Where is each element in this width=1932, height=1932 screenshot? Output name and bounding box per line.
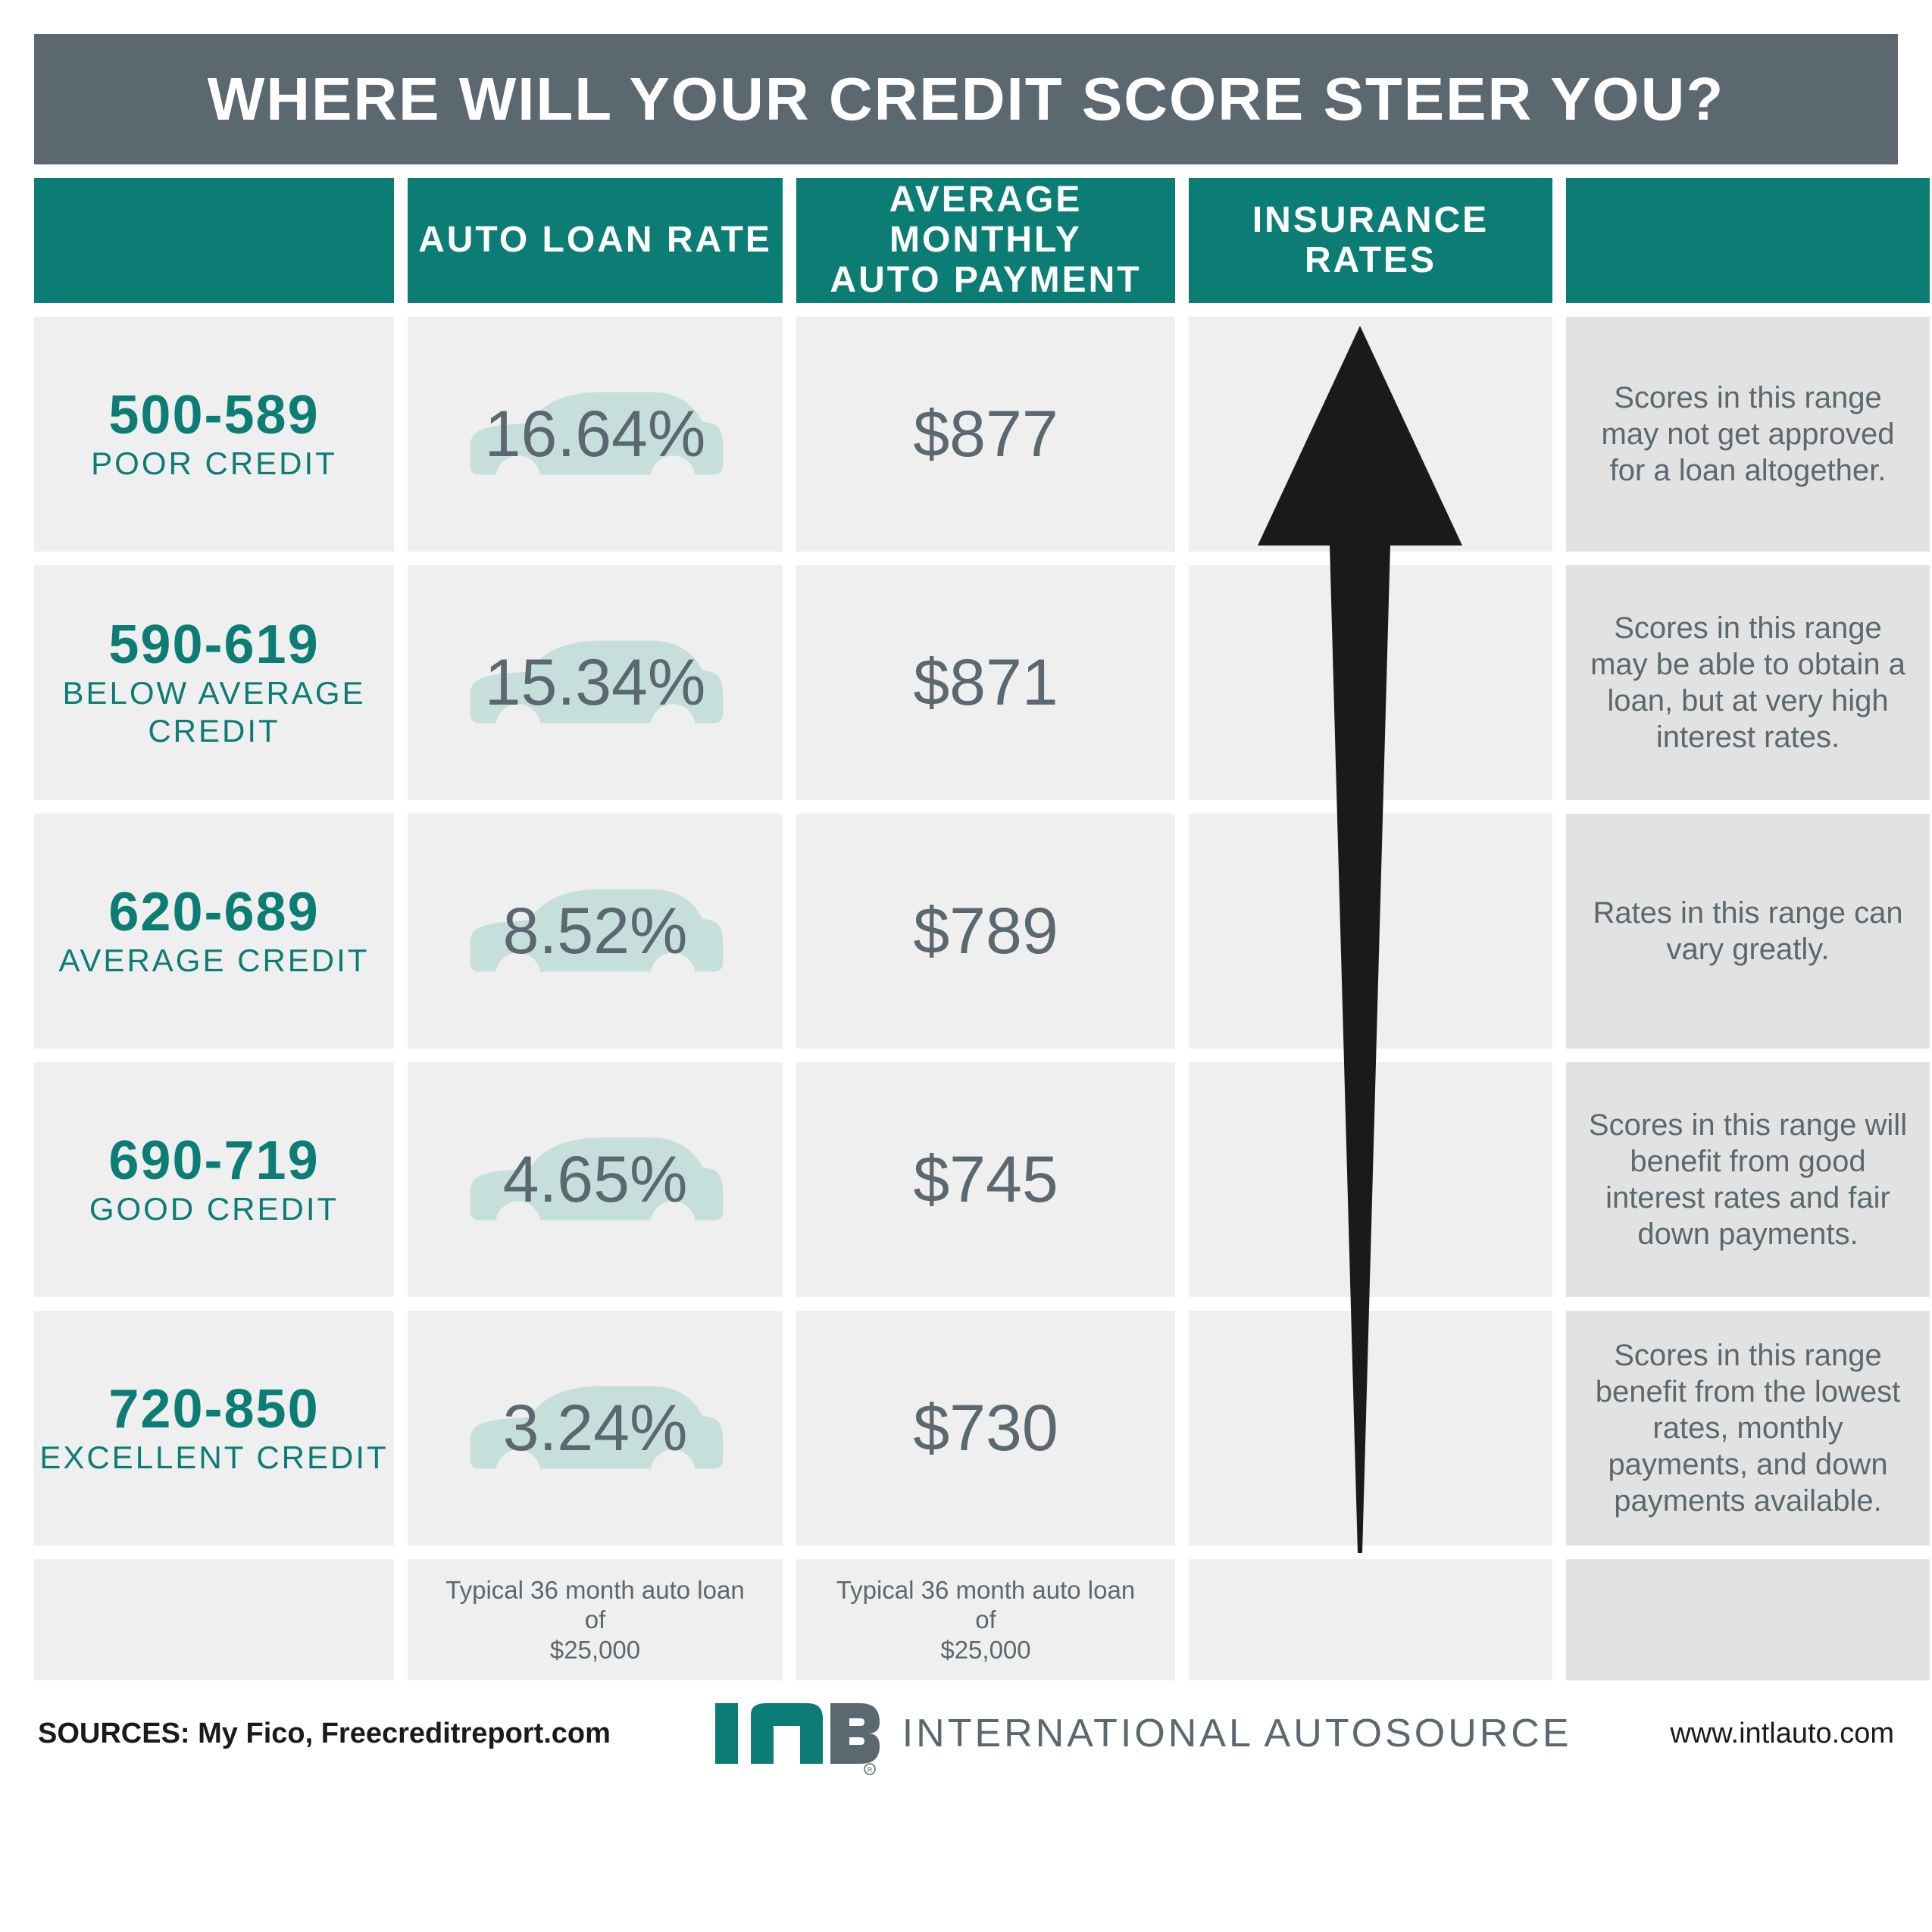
payment-cell: $871 xyxy=(796,565,1175,800)
insurance-cell xyxy=(1189,1062,1552,1297)
tier-label-cell: 720-850 EXCELLENT CREDIT xyxy=(34,1311,394,1546)
ias-logo-icon: R xyxy=(709,1692,883,1775)
footer-note: Typical 36 month auto loan of$25,000 xyxy=(796,1575,1175,1665)
rate-cell: 8.52% xyxy=(408,814,783,1049)
desc-cell: Scores in this range may not get approve… xyxy=(1566,317,1930,552)
insurance-cell xyxy=(1189,317,1552,552)
brand-name: INTERNATIONAL AUTOSOURCE xyxy=(902,1711,1572,1756)
tier-name: EXCELLENT CREDIT xyxy=(39,1441,388,1474)
footer-blank xyxy=(1189,1559,1552,1680)
footer-note-cell: Typical 36 month auto loan of$25,000 xyxy=(796,1559,1175,1680)
rate-cell: 15.34% xyxy=(408,565,783,800)
insurance-cell xyxy=(1189,565,1552,800)
rate-cell: 16.64% xyxy=(408,317,783,552)
footer-note: Typical 36 month auto loan of$25,000 xyxy=(408,1575,783,1665)
tier-label-cell: 620-689 AVERAGE CREDIT xyxy=(34,814,394,1049)
website-url: www.intlauto.com xyxy=(1670,1718,1894,1750)
header-loan-rate: AUTO LOAN RATE xyxy=(408,178,783,303)
payment-cell: $730 xyxy=(796,1311,1175,1546)
payment-cell: $877 xyxy=(796,317,1175,552)
tier-description: Scores in this range benefit from the lo… xyxy=(1566,1337,1930,1519)
rate-value: 8.52% xyxy=(503,894,688,969)
payment-value: $730 xyxy=(913,1391,1058,1466)
tier-description: Rates in this range can vary greatly. xyxy=(1566,895,1930,968)
header-insurance: INSURANCE RATES xyxy=(1189,178,1552,303)
payment-value: $871 xyxy=(913,646,1058,721)
desc-cell: Scores in this range will benefit from g… xyxy=(1566,1062,1930,1297)
footer-note-cell: Typical 36 month auto loan of$25,000 xyxy=(408,1559,783,1680)
footer-bar: SOURCES: My Fico, Freecreditreport.com R… xyxy=(34,1692,1898,1775)
tier-range: 500-589 xyxy=(108,388,319,442)
payment-value: $745 xyxy=(913,1143,1058,1218)
payment-value: $877 xyxy=(913,397,1058,472)
tier-label-cell: 590-619 BELOW AVERAGE CREDIT xyxy=(34,565,394,800)
tier-label-cell: 500-589 POOR CREDIT xyxy=(34,317,394,552)
rate-value: 3.24% xyxy=(503,1391,688,1466)
rate-value: 4.65% xyxy=(503,1143,688,1218)
payment-cell: $789 xyxy=(796,814,1175,1049)
tier-range: 620-689 xyxy=(108,885,319,939)
header-line: AVERAGE MONTHLY xyxy=(796,180,1175,261)
tier-name: POOR CREDIT xyxy=(91,447,337,480)
header-blank-1 xyxy=(34,178,394,303)
desc-cell: Rates in this range can vary greatly. xyxy=(1566,814,1930,1049)
page-title: WHERE WILL YOUR CREDIT SCORE STEER YOU? xyxy=(34,34,1898,164)
tier-description: Scores in this range may not get approve… xyxy=(1566,380,1930,489)
header-blank-2 xyxy=(1566,178,1930,303)
tier-name: GOOD CREDIT xyxy=(89,1193,339,1226)
desc-cell: Scores in this range benefit from the lo… xyxy=(1566,1311,1930,1546)
tier-description: Scores in this range will benefit from g… xyxy=(1566,1107,1930,1252)
tier-name: AVERAGE CREDIT xyxy=(59,944,370,977)
tier-range: 720-850 xyxy=(108,1382,319,1436)
footer-blank xyxy=(1566,1559,1930,1680)
rate-cell: 3.24% xyxy=(408,1311,783,1546)
payment-value: $789 xyxy=(913,894,1058,969)
rate-value: 15.34% xyxy=(485,646,706,721)
credit-table: AUTO LOAN RATE AVERAGE MONTHLY AUTO PAYM… xyxy=(34,178,1898,1680)
tier-name: BELOW AVERAGE xyxy=(63,677,366,710)
rate-value: 16.64% xyxy=(485,397,706,472)
tier-range: 690-719 xyxy=(108,1133,319,1188)
payment-cell: $745 xyxy=(796,1062,1175,1297)
sources-text: SOURCES: My Fico, Freecreditreport.com xyxy=(38,1718,611,1750)
header-monthly-payment: AVERAGE MONTHLY AUTO PAYMENT xyxy=(796,178,1175,303)
svg-text:R: R xyxy=(867,1766,872,1774)
footer-blank xyxy=(34,1559,394,1680)
header-line: AUTO PAYMENT xyxy=(830,261,1141,301)
tier-label-cell: 690-719 GOOD CREDIT xyxy=(34,1062,394,1297)
insurance-cell xyxy=(1189,814,1552,1049)
tier-range: 590-619 xyxy=(108,617,319,672)
tier-description: Scores in this range may be able to obta… xyxy=(1566,610,1930,755)
insurance-cell xyxy=(1189,1311,1552,1546)
tier-name: CREDIT xyxy=(148,714,280,748)
brand-block: R INTERNATIONAL AUTOSOURCE xyxy=(709,1692,1572,1775)
desc-cell: Scores in this range may be able to obta… xyxy=(1566,565,1930,800)
rate-cell: 4.65% xyxy=(408,1062,783,1297)
